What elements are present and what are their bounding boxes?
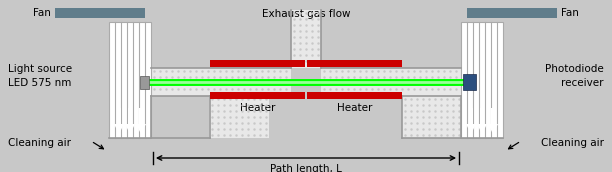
Bar xyxy=(129,108,132,124)
Bar xyxy=(491,108,494,124)
Text: Cleaning air: Cleaning air xyxy=(8,138,71,148)
Polygon shape xyxy=(136,124,146,134)
Bar xyxy=(463,74,476,90)
Text: Path length, L: Path length, L xyxy=(270,164,342,172)
Bar xyxy=(307,92,402,99)
Bar xyxy=(321,68,461,96)
Polygon shape xyxy=(477,124,487,134)
Polygon shape xyxy=(114,124,124,134)
Bar xyxy=(118,108,121,124)
Polygon shape xyxy=(488,124,498,134)
Bar xyxy=(467,8,557,18)
Text: Heater: Heater xyxy=(337,103,372,113)
Bar xyxy=(480,108,483,124)
Bar xyxy=(209,96,269,138)
Bar xyxy=(210,60,305,67)
Text: Cleaning air: Cleaning air xyxy=(541,138,604,148)
Bar xyxy=(140,76,149,89)
Bar xyxy=(307,60,402,67)
Text: Exhaust gas flow: Exhaust gas flow xyxy=(262,9,350,19)
Text: Fan: Fan xyxy=(33,8,51,18)
Bar xyxy=(140,108,143,124)
Bar xyxy=(402,96,462,138)
Bar xyxy=(469,108,472,124)
Polygon shape xyxy=(466,124,476,134)
Bar xyxy=(461,22,503,138)
Bar xyxy=(291,10,321,68)
Bar xyxy=(109,22,151,138)
Bar xyxy=(210,92,305,99)
Polygon shape xyxy=(125,124,135,134)
Text: Heater: Heater xyxy=(240,103,275,113)
Bar xyxy=(151,68,291,96)
Text: Photodiode
receiver: Photodiode receiver xyxy=(545,64,604,88)
Text: Fan: Fan xyxy=(561,8,579,18)
Bar xyxy=(55,8,145,18)
Text: Light source
LED 575 nm: Light source LED 575 nm xyxy=(8,64,72,88)
